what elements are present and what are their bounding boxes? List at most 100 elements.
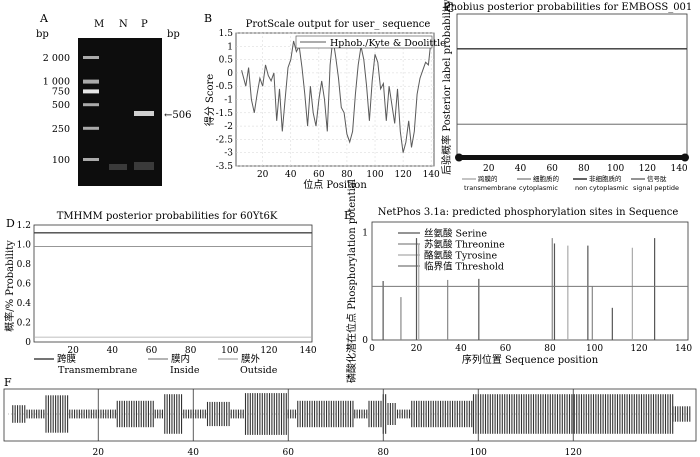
- chart-c-x-tick-label: 20: [483, 164, 495, 174]
- chart-f-x-ticks: 20 40 60 80 100 120: [93, 389, 582, 457]
- marker-band-2000: [83, 56, 99, 59]
- left-unit-label: bp: [36, 29, 49, 40]
- marker-label-750: 750: [52, 86, 70, 97]
- chart-d-y-label: 概率/% Probability: [3, 240, 16, 332]
- lane-p-smear: [134, 162, 154, 170]
- chart-b-x-tick-label: 40: [285, 170, 297, 180]
- chart-d-x-tick-label: 100: [221, 346, 238, 356]
- chart-f-x-tick-label: 120: [565, 448, 582, 457]
- chart-c-baseline-cap: [455, 153, 463, 162]
- band-annotation: ←506: [164, 110, 191, 121]
- chart-e-legend-label: 临界值 Threshold: [424, 261, 504, 273]
- chart-b-title: ProtScale output for user_ sequence: [246, 19, 431, 30]
- chart-c-baseline: [455, 153, 689, 162]
- lane-label-n: N: [119, 19, 128, 30]
- chart-b-y-tick-label: -1: [224, 96, 233, 106]
- chart-d-y-tick-label: 0.2: [17, 319, 31, 329]
- chart-c-legend-en: signal peptide: [633, 184, 679, 192]
- chart-c-legend-zh: 非细胞质的: [589, 174, 622, 183]
- chart-b-y-label: 得分 Score: [204, 74, 216, 126]
- panel-e: E NetPhos 3.1a: predicted phosphorylatio…: [344, 179, 692, 383]
- chart-e-x-ticks: 0 20 40 60 80 100 120 140: [369, 344, 692, 354]
- panel-b: B ProtScale output for user_ sequence 1.…: [204, 12, 446, 191]
- chart-d-legend-zh: 膜内: [171, 353, 190, 365]
- chart-b-y-tick-label: 0: [227, 69, 233, 79]
- chart-e-x-tick-label: 20: [411, 344, 423, 354]
- chart-b-x-tick-label: 60: [313, 170, 325, 180]
- panel-label-d: D: [6, 217, 15, 230]
- chart-f-x-tick-label: 100: [470, 448, 487, 457]
- chart-b-y-tick-label: -2: [224, 122, 233, 132]
- chart-c-x-tick-label: 40: [515, 164, 527, 174]
- chart-c-legend-zh: 细胞质的: [533, 174, 560, 183]
- chart-e-legend-label: 酪氨酸 Tyrosine: [424, 250, 498, 262]
- chart-e-x-tick-label: 60: [500, 344, 512, 354]
- chart-d-title: TMHMM posterior probabilities for 60Yt6K: [57, 211, 278, 222]
- chart-d-y-tick-label: 0.4: [17, 299, 32, 309]
- chart-d-x-tick-label: 40: [107, 346, 119, 356]
- chart-d-y-tick-label: 1.0: [17, 241, 32, 251]
- chart-b-legend-label: Hphob./Kyte & Doolittle: [330, 38, 446, 49]
- chart-e-y-tick-label: 1: [362, 229, 368, 239]
- chart-e-y-ticks: 01: [362, 229, 368, 346]
- chart-b-x-label: 位点 Position: [303, 178, 367, 191]
- right-unit-label: bp: [167, 29, 180, 40]
- chart-b-y-tick-label: -0.5: [216, 82, 234, 92]
- panel-c: C Phobius posterior probabilities for EM…: [440, 0, 692, 192]
- chart-b-y-tick-label: -2.5: [216, 135, 234, 145]
- chart-b-y-tick-label: 0.5: [219, 56, 234, 66]
- chart-d-legend-en: Inside: [170, 365, 200, 376]
- chart-e-site-bars: [382, 238, 656, 340]
- chart-e-x-tick-label: 40: [455, 344, 467, 354]
- marker-label-1000: 1 000: [43, 77, 70, 88]
- marker-label-100: 100: [52, 155, 70, 166]
- chart-b-x-tick-label: 140: [423, 170, 440, 180]
- target-band: [134, 111, 154, 116]
- chart-e-x-tick-label: 140: [675, 344, 692, 354]
- chart-c-x-tick-label: 120: [639, 164, 656, 174]
- chart-b-x-tick-label: 100: [366, 170, 383, 180]
- panel-label-a: A: [39, 12, 49, 25]
- chart-d-x-tick-label: 80: [185, 346, 197, 356]
- chart-e-y-label: 磷酸化潜在位点 Phosphorylation potential: [345, 179, 358, 383]
- marker-label-250: 250: [52, 124, 70, 135]
- chart-d-legend-en: Outside: [240, 365, 278, 376]
- chart-c-x-ticks: 20 40 60 80 100 120 140: [483, 164, 688, 174]
- chart-f-x-tick-label: 20: [93, 448, 105, 457]
- chart-e-x-label: 序列位置 Sequence position: [462, 353, 599, 366]
- chart-c-plot-area: [456, 13, 688, 160]
- chart-e-legend-label: 丝氨酸 Serine: [424, 228, 487, 240]
- chart-b-x-tick-label: 120: [395, 170, 412, 180]
- chart-c-y-label: 后验概率 Posterior label probability: [440, 0, 453, 175]
- lane-n-smear: [109, 164, 127, 170]
- chart-c-legend-en: cytoplasmic: [519, 184, 558, 192]
- marker-label-500: 500: [52, 100, 70, 111]
- chart-d-y-tick-label: 0: [25, 338, 31, 348]
- marker-band-250: [83, 126, 99, 130]
- chart-d-y-tick-label: 1.2: [17, 221, 31, 231]
- chart-c-x-tick-label: 60: [546, 164, 558, 174]
- chart-d-y-tick-label: 0.6: [17, 280, 32, 290]
- chart-b-y-tick-label: 1.5: [219, 29, 234, 39]
- chart-e-y-tick-label: 0: [362, 336, 368, 346]
- chart-b-x-ticks: 20 40 60 80 100 120 140: [257, 170, 440, 180]
- chart-c-legend-en: non cytoplasmic: [575, 184, 629, 192]
- marker-band-1000: [83, 79, 99, 84]
- chart-d-y-tick-label: 0.8: [17, 260, 32, 270]
- chart-e-title: NetPhos 3.1a: predicted phosphorylation …: [378, 207, 679, 218]
- chart-e-x-tick-label: 0: [369, 344, 375, 354]
- chart-e-x-tick-label: 120: [630, 344, 647, 354]
- chart-c-legend-zh: 信号肽: [647, 174, 667, 183]
- marker-band-100: [83, 158, 99, 161]
- chart-d-x-tick-label: 120: [260, 346, 277, 356]
- chart-f-x-tick-label: 80: [378, 448, 390, 457]
- chart-e-plot-area: [371, 221, 689, 341]
- chart-f-x-tick-label: 60: [283, 448, 295, 457]
- chart-b-y-tick-label: 1: [227, 42, 233, 52]
- panel-label-c: C: [446, 2, 454, 15]
